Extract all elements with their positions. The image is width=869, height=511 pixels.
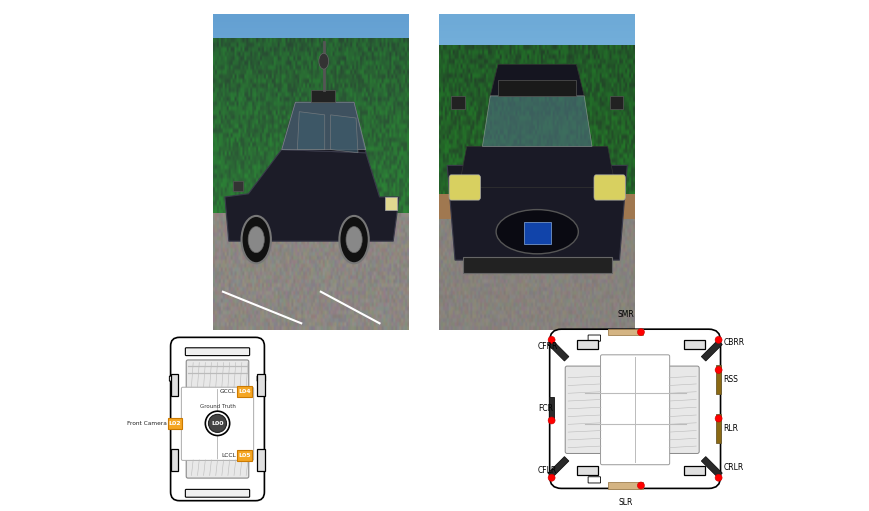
- Bar: [451, 96, 464, 108]
- Bar: [311, 89, 335, 102]
- FancyBboxPatch shape: [587, 477, 600, 483]
- Bar: [233, 181, 242, 191]
- Bar: [576, 466, 598, 475]
- FancyBboxPatch shape: [565, 366, 603, 453]
- Polygon shape: [700, 340, 721, 361]
- FancyBboxPatch shape: [257, 376, 265, 381]
- Bar: [683, 466, 704, 475]
- Bar: [439, 194, 634, 219]
- Text: L02: L02: [169, 421, 181, 426]
- Bar: [576, 340, 598, 349]
- Bar: [497, 80, 575, 96]
- Text: L05: L05: [238, 453, 250, 458]
- Circle shape: [637, 329, 644, 336]
- Circle shape: [248, 226, 264, 252]
- FancyBboxPatch shape: [186, 457, 249, 478]
- FancyBboxPatch shape: [168, 418, 182, 429]
- Circle shape: [714, 415, 721, 422]
- FancyBboxPatch shape: [169, 376, 177, 381]
- Text: CFLR: CFLR: [537, 467, 557, 475]
- FancyBboxPatch shape: [587, 335, 600, 341]
- Polygon shape: [548, 397, 554, 421]
- Bar: [257, 374, 265, 397]
- Circle shape: [547, 336, 554, 343]
- Polygon shape: [715, 414, 720, 443]
- FancyBboxPatch shape: [185, 490, 249, 497]
- Circle shape: [339, 216, 368, 263]
- FancyBboxPatch shape: [594, 175, 625, 200]
- Bar: [170, 449, 178, 471]
- Text: Ground Truth: Ground Truth: [199, 404, 235, 409]
- Polygon shape: [447, 166, 627, 260]
- Polygon shape: [330, 115, 358, 153]
- Circle shape: [547, 474, 554, 481]
- Polygon shape: [459, 147, 615, 188]
- FancyBboxPatch shape: [666, 366, 699, 453]
- Polygon shape: [715, 365, 720, 394]
- Text: SMR: SMR: [616, 311, 633, 319]
- Text: RLR: RLR: [723, 424, 738, 433]
- Text: L04: L04: [238, 389, 250, 393]
- FancyBboxPatch shape: [549, 329, 720, 489]
- Circle shape: [714, 474, 721, 481]
- Ellipse shape: [495, 210, 578, 254]
- Polygon shape: [224, 150, 399, 241]
- FancyBboxPatch shape: [237, 386, 251, 397]
- Circle shape: [205, 411, 229, 435]
- Circle shape: [547, 417, 554, 424]
- Bar: [462, 257, 611, 273]
- Polygon shape: [547, 340, 568, 361]
- FancyBboxPatch shape: [448, 175, 480, 200]
- Polygon shape: [490, 64, 584, 96]
- Circle shape: [209, 414, 226, 432]
- Circle shape: [318, 53, 328, 69]
- Polygon shape: [700, 457, 721, 477]
- FancyBboxPatch shape: [181, 387, 254, 460]
- Polygon shape: [282, 102, 365, 153]
- Polygon shape: [607, 482, 642, 489]
- FancyBboxPatch shape: [600, 355, 669, 464]
- Text: CBRR: CBRR: [723, 338, 744, 347]
- Text: L00: L00: [211, 421, 223, 426]
- Text: CRLR: CRLR: [723, 462, 743, 472]
- Polygon shape: [607, 329, 642, 335]
- FancyBboxPatch shape: [237, 450, 251, 461]
- Text: SLR: SLR: [618, 498, 632, 507]
- Bar: [609, 96, 622, 108]
- Circle shape: [346, 226, 362, 252]
- Bar: [257, 449, 265, 471]
- Polygon shape: [482, 96, 592, 147]
- Bar: [523, 222, 550, 244]
- Text: Front Camera: Front Camera: [127, 421, 167, 426]
- Bar: [385, 197, 397, 210]
- Bar: [683, 340, 704, 349]
- Circle shape: [714, 336, 721, 343]
- FancyBboxPatch shape: [185, 348, 249, 356]
- Text: LCCL: LCCL: [222, 453, 235, 458]
- Circle shape: [637, 482, 644, 489]
- Text: RSS: RSS: [723, 375, 738, 384]
- Polygon shape: [282, 102, 365, 150]
- FancyBboxPatch shape: [170, 337, 264, 501]
- Bar: [170, 374, 178, 397]
- Polygon shape: [297, 112, 324, 150]
- Circle shape: [714, 366, 721, 374]
- Text: FCR: FCR: [537, 404, 553, 413]
- FancyBboxPatch shape: [186, 360, 249, 389]
- Text: CFRR: CFRR: [537, 342, 558, 351]
- Circle shape: [242, 216, 270, 263]
- Polygon shape: [547, 457, 568, 477]
- Text: GCCL: GCCL: [220, 389, 235, 393]
